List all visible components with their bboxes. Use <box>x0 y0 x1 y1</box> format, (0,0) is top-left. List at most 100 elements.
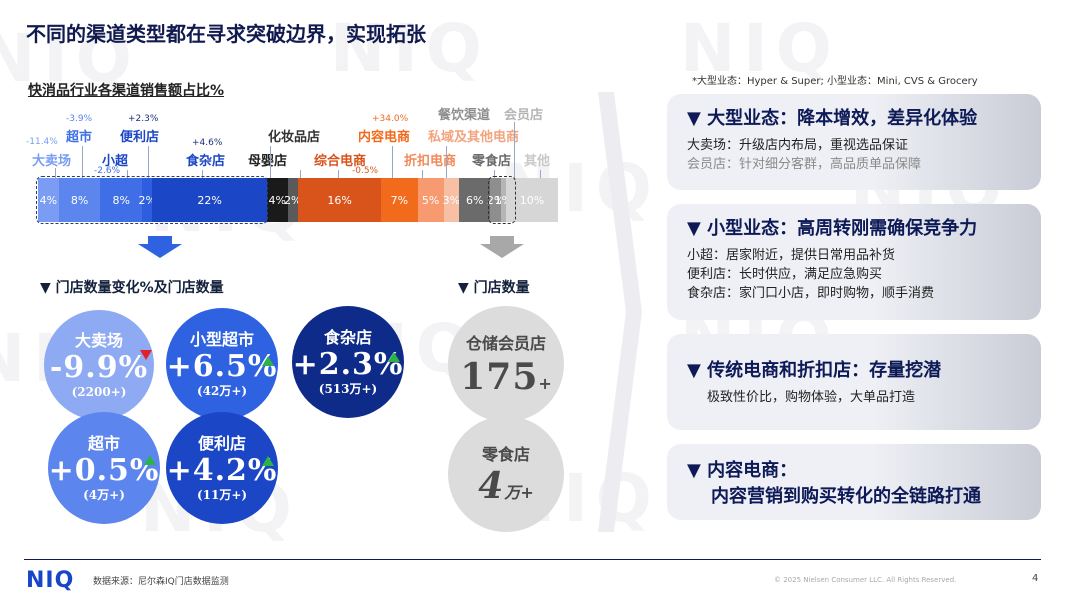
arrow-down-icon <box>480 236 524 258</box>
circle-suffix: + <box>538 374 552 393</box>
circle-value: +4.2% <box>166 453 278 488</box>
circle-minimarket: 小型超市 +6.5% (42万+) <box>166 308 278 420</box>
bar-value-label: 10% <box>519 193 545 207</box>
bar-value-label: 4% <box>39 193 58 207</box>
circle-count: (4万+) <box>83 488 125 502</box>
circle-label: 零食店 <box>481 445 530 464</box>
data-source: 数据来源：尼尔森IQ门店数据监测 <box>93 577 229 587</box>
circle-value: 175 <box>460 356 539 398</box>
channel-label: 超市 <box>66 130 93 145</box>
bar-value-label: 3% <box>442 193 461 207</box>
channel-label: 食杂店 <box>186 154 226 169</box>
bar-segment: 2% <box>487 178 504 222</box>
bar-segment: 16% <box>298 178 382 222</box>
label-leader-line <box>55 168 56 178</box>
circle-value: -9.9% <box>49 350 149 385</box>
store-count-section-title: ▼ 门店数量 <box>458 280 530 296</box>
arrow-down-icon <box>138 236 182 258</box>
channel-label: 小超 <box>102 154 129 169</box>
bar-value-label: 2% <box>138 193 156 207</box>
chevron-right-icon <box>598 92 642 532</box>
label-leader-line <box>422 170 423 178</box>
watermark: NIQ <box>680 10 840 87</box>
bar-segment: 22% <box>152 178 267 222</box>
trend-up-icon <box>262 356 274 366</box>
circle-count: (2200+) <box>71 385 127 399</box>
label-leader-line <box>514 122 515 178</box>
bar-segment: 3% <box>442 178 461 222</box>
label-leader-line <box>270 146 271 178</box>
channel-label: 内容电商 <box>358 130 411 145</box>
channel-change-label: +34.0% <box>372 114 409 124</box>
panel-heading: ▼ 小型业态：高周转刚需确保竞争力 <box>687 218 978 239</box>
bar-segment: 2% <box>284 178 302 222</box>
circle-label: 小型超市 <box>189 330 254 349</box>
panel-line: 大卖场：升级店内布局，重视选品保证 <box>687 138 909 153</box>
store-change-section-title: ▼ 门店数量变化%及门店数量 <box>40 280 224 296</box>
panel-line: 内容营销到购买转化的全链路打通 <box>711 486 981 507</box>
channel-label: 大卖场 <box>32 154 72 169</box>
bar-value-label: 8% <box>112 193 130 207</box>
label-leader-line <box>540 170 541 178</box>
panel-heading: ▼ 内容电商： <box>687 460 798 481</box>
circle-label: 便利店 <box>197 434 246 453</box>
bar-value-label: 4% <box>268 193 286 207</box>
bar-segment: 6% <box>459 178 491 222</box>
channel-change-label: +2.3% <box>128 114 159 124</box>
panel-line: 会员店：针对细分客群，高品质单品保障 <box>687 157 922 172</box>
label-leader-line <box>494 170 495 178</box>
bar-segment: 4% <box>266 178 288 222</box>
label-leader-line <box>148 146 149 178</box>
format-note: *大型业态：Hyper & Super; 小型业态：Mini, CVS & Gr… <box>692 76 978 87</box>
label-leader-line <box>300 170 301 178</box>
bar-value-label: 5% <box>421 193 440 207</box>
bar-value-label: 16% <box>327 193 352 207</box>
footer-divider <box>24 559 1041 560</box>
trend-down-icon <box>140 350 152 360</box>
bar-value-label: 22% <box>197 193 222 207</box>
niq-logo: NIQ <box>26 568 75 593</box>
panel-small-format: ▼ 小型业态：高周转刚需确保竞争力 小超：居家附近，提供日常用品补货 便利店：长… <box>667 204 1041 320</box>
trend-up-icon <box>388 352 400 362</box>
circle-warehouse-club: 仓储会员店 175+ <box>448 306 564 422</box>
panel-large-format: ▼ 大型业态：降本增效，差异化体验 大卖场：升级店内布局，重视选品保证 会员店：… <box>667 94 1041 190</box>
panel-line: 便利店：长时供应，满足应急购买 <box>687 267 883 282</box>
bar-value-label: 7% <box>390 193 409 207</box>
label-leader-line <box>392 146 393 178</box>
label-leader-line <box>202 170 203 178</box>
circle-supermarket: 超市 +0.5% (4万+) <box>48 412 160 524</box>
large-format-highlight-box <box>36 176 268 224</box>
circle-label: 食杂店 <box>323 328 372 347</box>
panel-heading: ▼ 大型业态：降本增效，差异化体验 <box>687 108 978 129</box>
trend-up-icon <box>262 456 274 466</box>
bar-segment: 7% <box>381 178 418 222</box>
watermark: NIQ <box>330 10 490 87</box>
circle-count: (11万+) <box>196 488 248 502</box>
membership-highlight-box <box>488 176 516 224</box>
circle-suffix: 万+ <box>504 483 534 502</box>
circle-value: 4 <box>478 465 505 507</box>
circle-count: (42万+) <box>196 384 248 398</box>
bar-segment: 5% <box>417 178 444 222</box>
bar-segment: 2% <box>138 178 156 222</box>
panel-content-ecommerce: ▼ 内容电商： 内容营销到购买转化的全链路打通 <box>667 444 1041 520</box>
circle-label: 仓储会员店 <box>465 334 546 353</box>
channel-label: 零食店 <box>472 154 512 169</box>
channel-change-label: +4.6% <box>192 138 223 148</box>
bar-segment: 8% <box>100 178 142 222</box>
panel-line: 极致性价比，购物体验，大单品打造 <box>707 390 916 405</box>
circle-grocery: 食杂店 +2.3% (513万+) <box>292 306 404 418</box>
label-leader-line <box>127 170 128 178</box>
bar-segment: 8% <box>58 178 101 222</box>
channel-label: 其他 <box>524 154 551 169</box>
bar-value-label: 2% <box>284 193 302 207</box>
copyright: © 2025 Nielsen Consumer LLC. All Rights … <box>774 576 957 584</box>
chart-subtitle: 快消品行业各渠道销售额占比% <box>28 83 225 99</box>
page-title: 不同的渠道类型都在寻求突破边界，实现拓张 <box>26 22 426 46</box>
circle-hypermarket: 大卖场 -9.9% (2200+) <box>44 310 154 420</box>
panel-line: 食杂店：家门口小店，即时购物，顺手消费 <box>687 286 935 301</box>
channel-change-label: -3.9% <box>66 114 93 124</box>
label-leader-line <box>446 146 447 178</box>
channel-label: 折扣电商 <box>404 154 457 169</box>
page-number: 4 <box>1032 573 1039 584</box>
